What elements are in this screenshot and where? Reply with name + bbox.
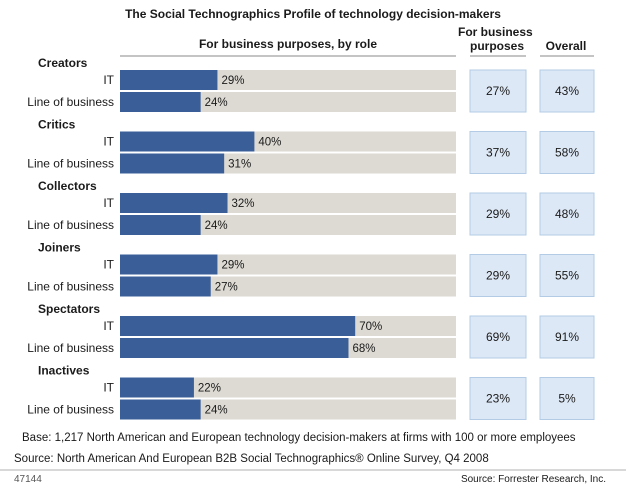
column-header-overall: Overall — [546, 39, 587, 53]
group-label-joiners: Joiners — [38, 241, 81, 255]
business-box-creators — [469, 69, 527, 113]
bar-collectors-it — [120, 193, 228, 213]
bar-creators-it — [120, 70, 218, 90]
overall-value-joiners: 55% — [555, 269, 579, 283]
business-box-collectors — [469, 192, 527, 236]
column-header-business: For business purposes — [458, 25, 536, 53]
footer-figure-id: 47144 — [14, 474, 42, 485]
bar-value-critics-line-of-business: 31% — [228, 159, 251, 171]
row-label-spectators-it: IT — [103, 319, 114, 333]
business-value-collectors: 29% — [486, 207, 510, 221]
business-value-joiners: 29% — [486, 269, 510, 283]
row-label-joiners-line-of-business: Line of business — [27, 280, 114, 294]
bar-inactives-line-of-business — [120, 399, 201, 420]
business-box-inactives — [469, 377, 527, 420]
overall-box-joiners — [539, 254, 595, 297]
chart-title: The Social Technographics Profile of tec… — [125, 7, 501, 21]
overall-box-collectors — [539, 192, 595, 236]
bar-track-creators-line-of-business — [120, 92, 456, 112]
chart-groups: Creators IT 29% Line of business 24% 27% 43% Cr… — [27, 56, 595, 420]
row-label-creators-it: IT — [103, 73, 114, 87]
row-label-collectors-line-of-business: Line of business — [27, 218, 114, 232]
bar-value-joiners-line-of-business: 27% — [215, 282, 238, 294]
bar-critics-it — [120, 131, 255, 152]
bar-spectators-line-of-business — [120, 338, 349, 358]
row-label-inactives-line-of-business: Line of business — [27, 403, 114, 417]
group-label-collectors: Collectors — [38, 179, 97, 193]
business-box-joiners — [469, 254, 527, 297]
bar-value-spectators-it: 70% — [359, 321, 382, 333]
business-value-creators: 27% — [486, 84, 510, 98]
row-label-critics-it: IT — [103, 135, 114, 149]
column-header-business-line-1: For business — [458, 25, 533, 39]
business-value-inactives: 23% — [486, 392, 510, 406]
column-header-business-line-2: purposes — [470, 39, 524, 53]
group-label-critics: Critics — [38, 118, 76, 132]
business-value-spectators: 69% — [486, 330, 510, 344]
bar-value-creators-it: 29% — [221, 75, 244, 87]
business-box-spectators — [469, 315, 527, 359]
column-header-by-role: For business purposes, by role — [199, 37, 377, 51]
overall-value-creators: 43% — [555, 84, 579, 98]
overall-value-inactives: 5% — [558, 392, 576, 406]
bar-value-spectators-line-of-business: 68% — [352, 343, 375, 355]
footer-credit: Source: Forrester Research, Inc. — [461, 474, 606, 485]
row-label-creators-line-of-business: Line of business — [27, 95, 114, 109]
overall-value-spectators: 91% — [555, 330, 579, 344]
bar-track-inactives-line-of-business — [120, 399, 456, 420]
row-label-collectors-it: IT — [103, 196, 114, 210]
row-label-inactives-it: IT — [103, 381, 114, 395]
group-label-inactives: Inactives — [38, 364, 90, 378]
bar-value-collectors-it: 32% — [232, 198, 255, 210]
bar-critics-line-of-business — [120, 153, 225, 174]
bar-value-joiners-it: 29% — [221, 260, 244, 272]
overall-value-critics: 58% — [555, 146, 579, 160]
bar-joiners-line-of-business — [120, 276, 211, 297]
bar-track-collectors-line-of-business — [120, 215, 456, 235]
row-label-spectators-line-of-business: Line of business — [27, 341, 114, 355]
bar-value-critics-it: 40% — [258, 137, 281, 149]
bar-value-inactives-it: 22% — [198, 383, 221, 395]
row-label-critics-line-of-business: Line of business — [27, 157, 114, 171]
row-label-joiners-it: IT — [103, 258, 114, 272]
overall-box-critics — [539, 131, 595, 174]
bar-collectors-line-of-business — [120, 215, 201, 235]
bar-track-inactives-it — [120, 377, 456, 398]
bar-value-collectors-line-of-business: 24% — [205, 220, 228, 232]
footer-base: Base: 1,217 North American and European … — [22, 432, 576, 444]
overall-box-inactives — [539, 377, 595, 420]
bar-value-creators-line-of-business: 24% — [205, 97, 228, 109]
bar-joiners-it — [120, 254, 218, 275]
group-label-creators: Creators — [38, 56, 88, 70]
overall-box-spectators — [539, 315, 595, 359]
bar-creators-line-of-business — [120, 92, 201, 112]
business-value-critics: 37% — [486, 146, 510, 160]
footer-source: Source: North American And European B2B … — [14, 453, 489, 465]
bar-value-inactives-line-of-business: 24% — [205, 405, 228, 417]
bar-inactives-it — [120, 377, 194, 398]
bar-spectators-it — [120, 316, 356, 336]
overall-box-creators — [539, 69, 595, 113]
business-box-critics — [469, 131, 527, 174]
group-label-spectators: Spectators — [38, 302, 100, 316]
overall-value-collectors: 48% — [555, 207, 579, 221]
